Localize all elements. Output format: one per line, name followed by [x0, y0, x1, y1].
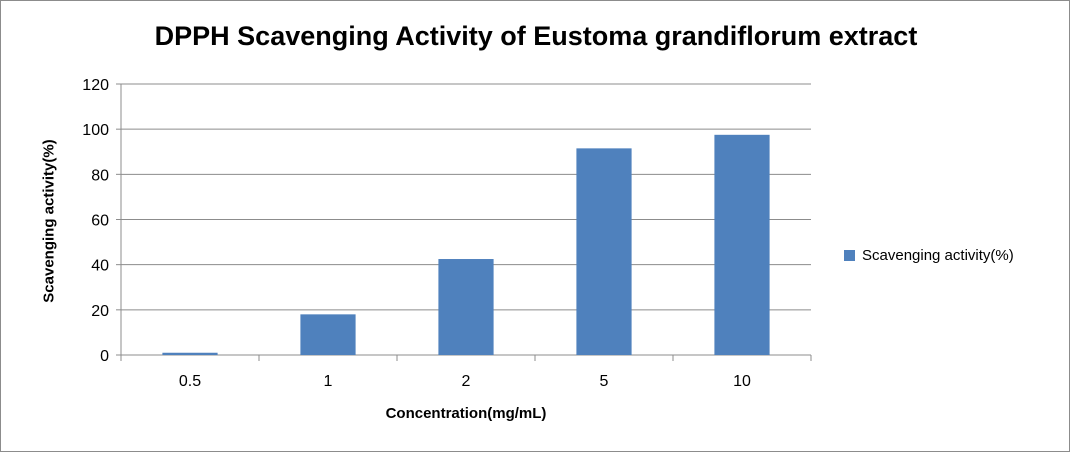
bar: [300, 314, 356, 355]
chart-title: DPPH Scavenging Activity of Eustoma gran…: [154, 21, 918, 51]
bar: [438, 259, 494, 355]
bar: [714, 134, 770, 355]
x-tick-label: 2: [462, 373, 471, 390]
y-tick-label: 80: [91, 167, 109, 184]
legend: Scavenging activity(%): [844, 247, 1014, 264]
y-tick-label: 20: [91, 303, 109, 320]
bar: [576, 148, 632, 355]
x-tick-label: 0.5: [179, 373, 201, 390]
bar: [162, 352, 218, 355]
legend-swatch: [844, 250, 855, 261]
legend-label: Scavenging activity(%): [862, 247, 1014, 264]
x-tick-label: 1: [324, 373, 333, 390]
y-tick-label: 120: [82, 77, 109, 94]
y-tick-label: 40: [91, 258, 109, 275]
y-tick-label: 0: [100, 348, 109, 365]
y-axis-title: Scavenging activity(%): [40, 139, 58, 303]
x-axis-title: Concentration(mg/mL): [385, 405, 547, 422]
x-tick-label: 10: [733, 373, 751, 390]
y-tick-label: 60: [91, 213, 109, 230]
y-tick-label: 100: [82, 122, 109, 139]
x-tick-label: 5: [600, 373, 609, 390]
